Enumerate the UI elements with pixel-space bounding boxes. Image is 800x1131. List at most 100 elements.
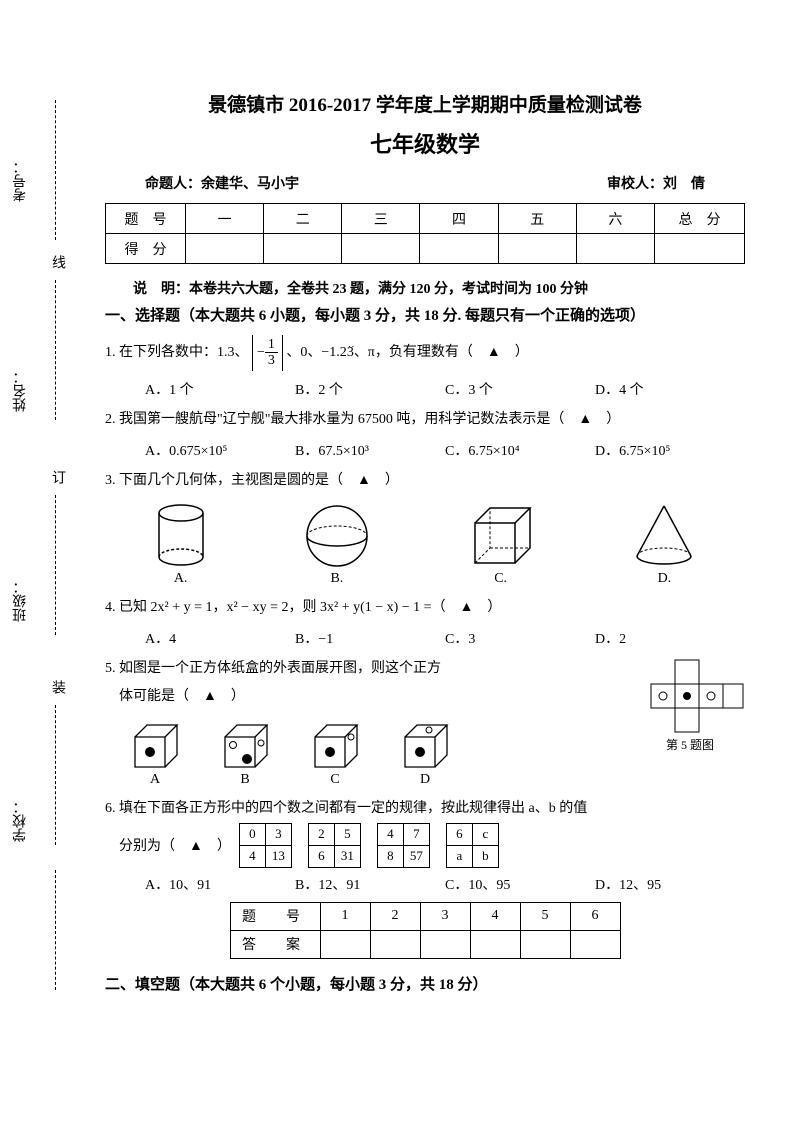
- q6-line1: 6. 填在下面各正方形中的四个数之间都有一定的规律，按此规律得出 a、b 的值: [105, 796, 745, 821]
- q5-cubeC: C: [305, 717, 365, 788]
- q3-labelB: B.: [302, 571, 372, 587]
- answer-cell: [520, 930, 570, 958]
- binding-dash: [55, 280, 56, 420]
- answer-h4: 4: [470, 902, 520, 930]
- section2-title: 二、填空题（本大题共 6 个小题，每小题 3 分，共 18 分）: [105, 973, 745, 994]
- score-h3: 三: [342, 204, 420, 234]
- word-ding: 订: [47, 470, 67, 484]
- q6-grid3: 47857: [377, 823, 430, 868]
- q2-optA: A．0.675×10⁵: [145, 440, 295, 460]
- q2-optD: D．6.75×10⁵: [595, 440, 745, 460]
- q1-optD: D．4 个: [595, 379, 745, 399]
- score-h5: 五: [498, 204, 576, 234]
- q6-options: A．10、91 B．12、91 C．10、95 D．12、95: [105, 874, 745, 894]
- score-h2: 二: [264, 204, 342, 234]
- q3-labelD: D.: [629, 571, 699, 587]
- score-cell: [655, 234, 745, 264]
- title-line1: 景德镇市 2016-2017 学年度上学期期中质量检测试卷: [105, 90, 745, 117]
- answer-table: 题 号 1 2 3 4 5 6 答 案: [230, 902, 621, 959]
- q1-mid1: 、0、−1.2: [286, 345, 346, 360]
- q6-line2: 分别为（ ▲ ）: [119, 835, 231, 855]
- score-cell: [342, 234, 420, 264]
- score-cell: [498, 234, 576, 264]
- q1-prefix: 1. 在下列各数中：1.3、: [105, 345, 249, 360]
- q5-cubeB: B: [215, 717, 275, 788]
- page-content: 景德镇市 2016-2017 学年度上学期期中质量检测试卷 七年级数学 命题人：…: [105, 90, 745, 1004]
- answer-cell: [570, 930, 620, 958]
- authors: 命题人：余建华、马小宇 审校人：刘 倩: [105, 173, 745, 193]
- q4: 4. 已知 2x² + y = 1，x² − xy = 2，则 3x² + y(…: [105, 595, 745, 620]
- q1-optC: C．3 个: [445, 379, 595, 399]
- label-class: 班级：: [11, 580, 31, 622]
- q1-abs: −13: [252, 335, 283, 371]
- score-cell: [576, 234, 654, 264]
- answer-h1: 1: [320, 902, 370, 930]
- binding-dash: [55, 495, 56, 635]
- q3-labelC: C.: [463, 571, 538, 587]
- score-h6: 六: [576, 204, 654, 234]
- q4-optA: A．4: [145, 628, 295, 648]
- score-h7: 总 分: [655, 204, 745, 234]
- q6-optB: B．12、91: [295, 874, 445, 894]
- q2: 2. 我国第一艘航母"辽宁舰"最大排水量为 67500 吨，用科学记数法表示是（…: [105, 407, 745, 432]
- score-row2-label: 得 分: [106, 234, 186, 264]
- q6-grid2: 25631: [308, 823, 361, 868]
- q5-block: 5. 如图是一个正方体纸盒的外表面展开图，则这个正方 体可能是（ ▲ ） 第 5…: [105, 656, 745, 708]
- exam-note: 说 明：本卷共六大题，全卷共 23 题，满分 120 分，考试时间为 100 分…: [105, 278, 745, 298]
- author-left: 命题人：余建华、马小宇: [145, 173, 299, 193]
- binding-dash: [55, 100, 56, 240]
- q1-optB: B．2 个: [295, 379, 445, 399]
- answer-h3: 3: [420, 902, 470, 930]
- q2-options: A．0.675×10⁵ B．67.5×10³ C．6.75×10⁴ D．6.75…: [105, 440, 745, 460]
- answer-h5: 5: [520, 902, 570, 930]
- score-h0: 题 号: [106, 204, 186, 234]
- score-cell: [264, 234, 342, 264]
- answer-cell: [420, 930, 470, 958]
- score-cell: [186, 234, 264, 264]
- title-line2: 七年级数学: [105, 127, 745, 159]
- q1-mid3: 、π，负有理数有（ ▲ ）: [354, 345, 529, 360]
- q2-optC: C．6.75×10⁴: [445, 440, 595, 460]
- q1-optA: A．1 个: [145, 379, 295, 399]
- score-h4: 四: [420, 204, 498, 234]
- q6-optD: D．12、95: [595, 874, 745, 894]
- q5-labelA: A: [125, 772, 185, 788]
- q5-labelB: B: [215, 772, 275, 788]
- answer-cell: [320, 930, 370, 958]
- q5-labelD: D: [395, 772, 455, 788]
- score-table: 题 号 一 二 三 四 五 六 总 分 得 分: [105, 203, 745, 264]
- answer-cell: [470, 930, 520, 958]
- answer-row2-label: 答 案: [230, 930, 320, 958]
- q6-grid4: 6cab: [446, 823, 499, 868]
- label-school: 学校：: [11, 800, 31, 842]
- q5-unfold: 第 5 题图: [635, 656, 745, 753]
- q5-cubeD: D: [395, 717, 455, 788]
- binding-dash: [55, 870, 56, 990]
- answer-h2: 2: [370, 902, 420, 930]
- shape-cube: C.: [463, 501, 538, 587]
- q6-row: 分别为（ ▲ ） 03413 25631 47857 6cab: [105, 823, 745, 868]
- word-zhuang: 装: [47, 680, 67, 694]
- binding-dash: [55, 705, 56, 845]
- score-cell: [420, 234, 498, 264]
- q5-labelC: C: [305, 772, 365, 788]
- shape-sphere: B.: [302, 501, 372, 587]
- q2-optB: B．67.5×10³: [295, 440, 445, 460]
- q6-optA: A．10、91: [145, 874, 295, 894]
- score-h1: 一: [186, 204, 264, 234]
- q6-grid1: 03413: [239, 823, 292, 868]
- q4-optC: C．3: [445, 628, 595, 648]
- section1-title: 一、选择题（本大题共 6 小题，每小题 3 分，共 18 分. 每题只有一个正确…: [105, 304, 745, 325]
- answer-h0: 题 号: [230, 902, 320, 930]
- label-examno: 考号：: [11, 160, 31, 202]
- q4-optB: B．−1: [295, 628, 445, 648]
- shape-cone: D.: [629, 501, 699, 587]
- q6-optC: C．10、95: [445, 874, 595, 894]
- q1-options: A．1 个 B．2 个 C．3 个 D．4 个: [105, 379, 745, 399]
- q4-options: A．4 B．−1 C．3 D．2: [105, 628, 745, 648]
- author-right: 审校人：刘 倩: [607, 173, 705, 193]
- q3-shapes: A. B. C. D.: [105, 501, 745, 587]
- q4-optD: D．2: [595, 628, 745, 648]
- label-name: 姓名：: [11, 370, 31, 412]
- q1: 1. 在下列各数中：1.3、 −13 、0、−1.2‥3、π，负有理数有（ ▲ …: [105, 335, 745, 371]
